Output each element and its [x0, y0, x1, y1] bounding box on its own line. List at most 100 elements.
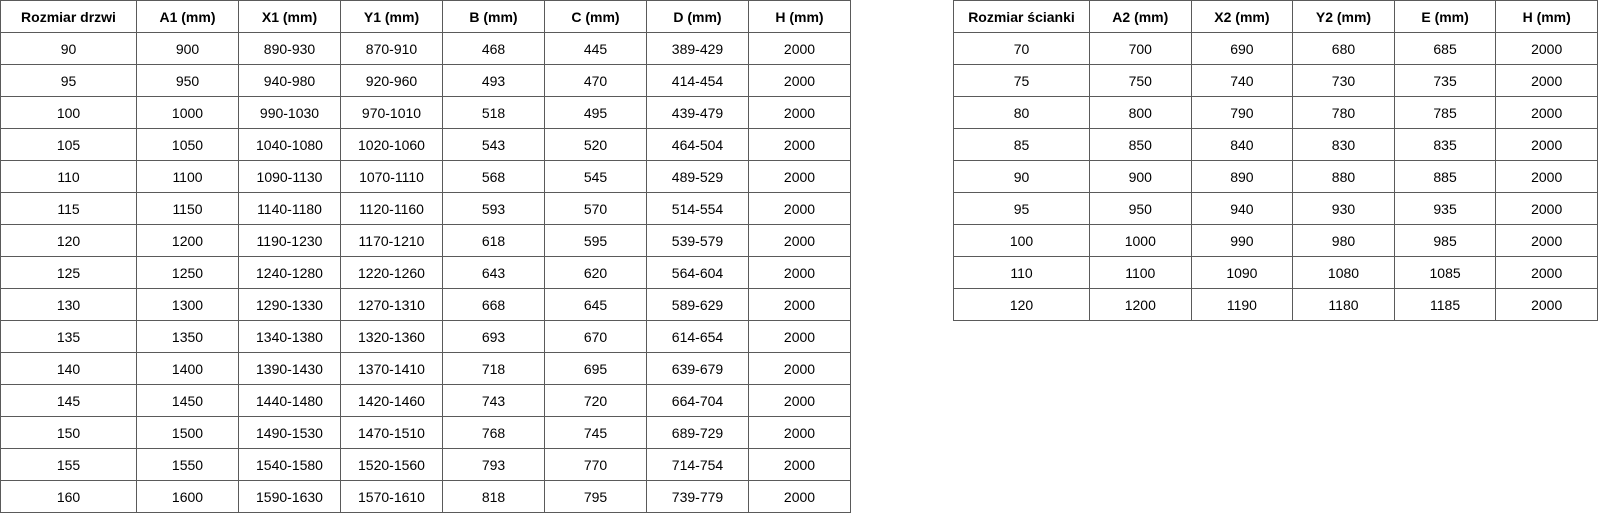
table-cell: 800: [1089, 96, 1192, 129]
table-cell: 389-429: [646, 32, 749, 65]
table-cell: 1200: [136, 224, 239, 257]
table-row: 85 850 840 830 835 2000: [953, 128, 1598, 161]
table-cell: 639-679: [646, 352, 749, 385]
table-cell: 1100: [1089, 256, 1192, 289]
column-header: D (mm): [646, 0, 749, 33]
table-cell: 750: [1089, 64, 1192, 97]
table-cell: 690: [1190, 32, 1294, 65]
table-row: 75 750 740 730 735 2000: [953, 64, 1598, 97]
table-cell: 739-779: [646, 480, 749, 513]
table-cell: 1440-1480: [238, 384, 341, 417]
table-cell: 589-629: [646, 288, 749, 321]
table-row: 80 800 790 780 785 2000: [953, 96, 1598, 129]
table-row: 155 1550 1540-1580 1520-1560 793 770 714-754 20…: [0, 448, 851, 481]
wall-size-table: Rozmiar ścianki A2 (mm) X2 (mm) Y2 (mm) E (m…: [953, 0, 1598, 321]
table-cell: 2000: [748, 480, 851, 513]
table-cell: 1300: [136, 288, 239, 321]
table-cell: 2000: [748, 384, 851, 417]
table-cell: 680: [1292, 32, 1395, 65]
table-cell: 1540-1580: [238, 448, 341, 481]
table-cell: 1090: [1190, 256, 1294, 289]
table-cell: 1190-1230: [238, 224, 341, 257]
table-cell: 1120-1160: [340, 192, 443, 225]
table-cell: 990: [1190, 224, 1294, 257]
table-cell: 518: [442, 96, 545, 129]
table-cell: 1250: [136, 256, 239, 289]
table-cell: 2000: [1495, 96, 1598, 129]
column-header: Rozmiar drzwi: [0, 0, 137, 33]
table-cell: 1490-1530: [238, 416, 341, 449]
table-row: 110 1100 1090-1130 1070-1110 568 545 489-529 20…: [0, 160, 851, 193]
table-cell: 595: [544, 224, 647, 257]
table-cell: 70: [953, 32, 1090, 65]
table-cell: 1390-1430: [238, 352, 341, 385]
table-cell: 1040-1080: [238, 128, 341, 161]
column-header: X2 (mm): [1190, 0, 1294, 33]
table-cell: 693: [442, 320, 545, 353]
table-cell: 514-554: [646, 192, 749, 225]
table-cell: 539-579: [646, 224, 749, 257]
table-cell: 2000: [1495, 64, 1598, 97]
table-cell: 2000: [748, 160, 851, 193]
table-row: 120 1200 1190-1230 1170-1210 618 595 539-579 20…: [0, 224, 851, 257]
table-cell: 125: [0, 256, 137, 289]
table-cell: 2000: [748, 320, 851, 353]
column-header: Y2 (mm): [1292, 0, 1395, 33]
table-cell: 2000: [1495, 32, 1598, 65]
table-cell: 520: [544, 128, 647, 161]
table-cell: 793: [442, 448, 545, 481]
table-cell: 570: [544, 192, 647, 225]
table-cell: 120: [953, 288, 1090, 321]
column-header: B (mm): [442, 0, 545, 33]
table-cell: 714-754: [646, 448, 749, 481]
table-cell: 445: [544, 32, 647, 65]
table-cell: 1340-1380: [238, 320, 341, 353]
table-cell: 689-729: [646, 416, 749, 449]
table-cell: 1590-1630: [238, 480, 341, 513]
table-cell: 850: [1089, 128, 1192, 161]
table-cell: 1470-1510: [340, 416, 443, 449]
table-cell: 1420-1460: [340, 384, 443, 417]
table-cell: 1150: [136, 192, 239, 225]
table-cell: 110: [0, 160, 137, 193]
table-row: 95 950 940-980 920-960 493 470 414-454 2000: [0, 64, 851, 97]
table-cell: 770: [544, 448, 647, 481]
table-cell: 700: [1089, 32, 1192, 65]
table-cell: 935: [1393, 192, 1497, 225]
table-row: 135 1350 1340-1380 1320-1360 693 670 614-654 20…: [0, 320, 851, 353]
table-cell: 1320-1360: [340, 320, 443, 353]
table-cell: 920-960: [340, 64, 443, 97]
table-cell: 1050: [136, 128, 239, 161]
header-row: Rozmiar drzwi A1 (mm) X1 (mm) Y1 (mm) B (mm)…: [0, 0, 851, 33]
table-cell: 140: [0, 352, 137, 385]
table-cell: 1070-1110: [340, 160, 443, 193]
table-cell: 1570-1610: [340, 480, 443, 513]
table-cell: 95: [953, 192, 1090, 225]
table-cell: 718: [442, 352, 545, 385]
column-header: A1 (mm): [136, 0, 239, 33]
table-cell: 880: [1292, 160, 1395, 193]
table-cell: 1000: [136, 96, 239, 129]
table-cell: 1220-1260: [340, 256, 443, 289]
table-cell: 950: [136, 64, 239, 97]
table-cell: 90: [953, 160, 1090, 193]
table-cell: 1090-1130: [238, 160, 341, 193]
table-cell: 740: [1190, 64, 1294, 97]
table-cell: 85: [953, 128, 1090, 161]
table-row: 70 700 690 680 685 2000: [953, 32, 1598, 65]
table-row: 115 1150 1140-1180 1120-1160 593 570 514-554 20…: [0, 192, 851, 225]
column-header: H (mm): [748, 0, 851, 33]
table-cell: 1450: [136, 384, 239, 417]
table-cell: 950: [1089, 192, 1192, 225]
table-cell: 1140-1180: [238, 192, 341, 225]
table-cell: 900: [136, 32, 239, 65]
column-header: Rozmiar ścianki: [953, 0, 1090, 33]
table-cell: 2000: [748, 192, 851, 225]
table-cell: 2000: [1495, 160, 1598, 193]
table-cell: 545: [544, 160, 647, 193]
table-row: 125 1250 1240-1280 1220-1260 643 620 564-604 20…: [0, 256, 851, 289]
table-cell: 835: [1393, 128, 1497, 161]
table-cell: 830: [1292, 128, 1395, 161]
table-cell: 593: [442, 192, 545, 225]
table-cell: 618: [442, 224, 545, 257]
